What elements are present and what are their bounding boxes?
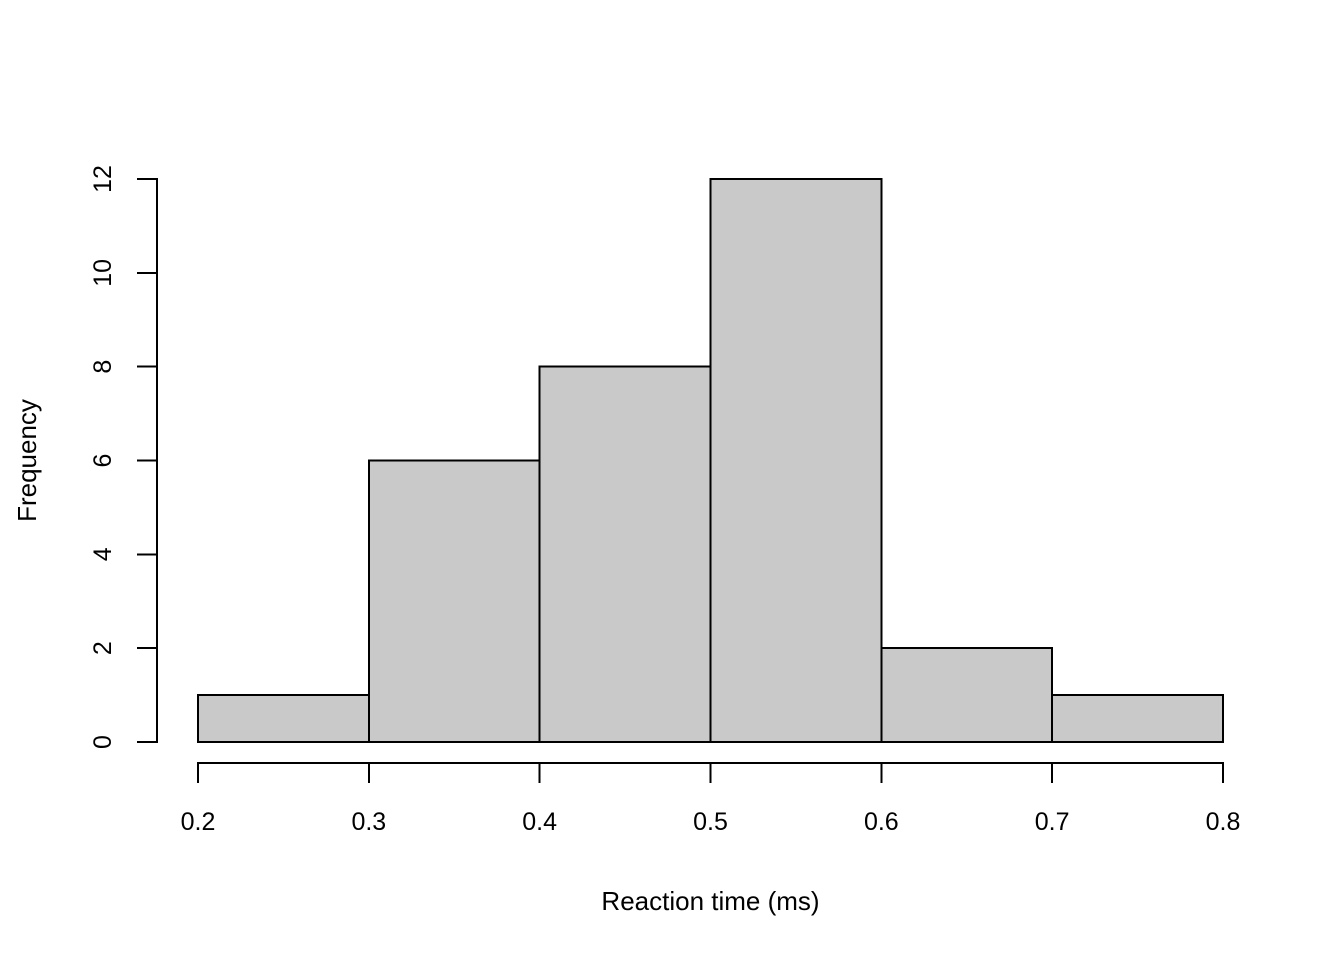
histogram-bar — [367, 459, 541, 743]
histogram-bar — [538, 365, 712, 743]
x-tick-label: 0.6 — [864, 808, 899, 836]
y-tick-label: 12 — [89, 165, 117, 193]
histogram-bar — [709, 178, 883, 743]
axes-layer: 0.2 0.3 0.4 0.5 0.6 0.7 0.8 0 2 4 6 8 10 12 — [89, 165, 1240, 836]
y-tick-label: 8 — [89, 360, 117, 374]
histogram-bar — [880, 647, 1054, 744]
x-axis-label: Reaction time (ms) — [601, 886, 819, 916]
x-tick-label: 0.8 — [1206, 808, 1241, 836]
x-tick-label: 0.5 — [693, 808, 728, 836]
x-tick-label: 0.2 — [181, 808, 216, 836]
y-tick-label: 10 — [89, 259, 117, 287]
x-tick-label: 0.4 — [522, 808, 557, 836]
y-tick-label: 0 — [89, 735, 117, 749]
histogram-bar — [1051, 694, 1224, 743]
histogram-bar — [197, 694, 370, 743]
x-tick-label: 0.7 — [1035, 808, 1070, 836]
y-tick-label: 2 — [89, 641, 117, 655]
x-tick-label: 0.3 — [351, 808, 386, 836]
y-axis-label: Frequency — [12, 399, 42, 522]
y-tick-label: 6 — [89, 454, 117, 468]
bars-layer — [197, 178, 1224, 744]
y-tick-label: 4 — [89, 547, 117, 561]
